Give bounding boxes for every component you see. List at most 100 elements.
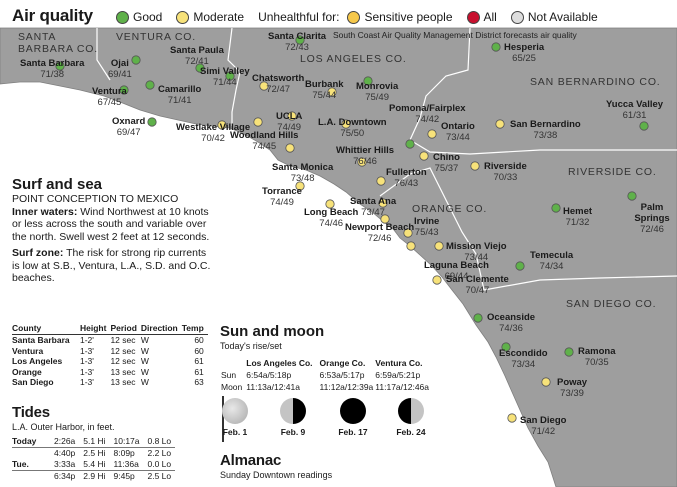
tide-cell: 4:40p: [50, 447, 80, 459]
city-pin-oceanside: [473, 313, 483, 323]
city-pin-ucla: [287, 111, 297, 121]
tide-cell: 11:36a: [113, 459, 139, 469]
city-label-ojai: Ojai 69/41: [108, 58, 132, 80]
aqmd-note: South Coast Air Quality Management Distr…: [333, 30, 577, 40]
tide-cell: 2.9 Hi: [79, 470, 110, 482]
sun-moon-subtitle: Today's rise/set: [220, 341, 282, 351]
city-value: 74/42: [415, 114, 440, 125]
city-pin-santa-clarita: [295, 35, 305, 45]
table-cell: W: [140, 366, 149, 377]
sensitive-swatch-icon: [347, 10, 361, 24]
tide-cell: 3:33a: [54, 459, 76, 469]
city-label-camarillo: Camarillo 71/41: [158, 84, 201, 106]
all-swatch-icon: [466, 10, 480, 24]
city-name: Santa Clarita: [268, 31, 327, 42]
table-cell: 1-3': [80, 366, 94, 377]
city-value: 65/25: [512, 53, 536, 64]
city-pin-ramona: [564, 347, 574, 357]
table-cell: 12 sec: [110, 345, 136, 356]
city-pin-burbank: [327, 87, 337, 97]
city-name: L.A. Downtown: [318, 117, 387, 128]
cond-header: County: [12, 323, 80, 335]
tide-cell: Today: [12, 436, 37, 446]
city-label-pomona-fairplex: Pomona/Fairplex 74/42: [389, 103, 466, 125]
good-swatch-icon: [116, 10, 129, 24]
city-pin-oxnard: [147, 117, 157, 127]
table-cell: Orange: [12, 366, 42, 377]
city-name: Chino: [433, 152, 460, 163]
city-value: 75/50: [340, 128, 365, 139]
sun-ventura: 6:59a/5:21p: [375, 370, 421, 380]
city-value: 74/45: [252, 141, 277, 152]
city-label-ventura: Ventura 67/45: [92, 86, 127, 108]
sun-moon-table: Los Angeles Co. Orange Co. Ventura Co. S…: [220, 357, 430, 393]
moon-ventura: 11:17a/12:46a: [375, 382, 430, 392]
city-label-escondido: Escondido 73/34: [499, 348, 548, 370]
city-label-mission-viejo: Mission Viejo 73/44: [446, 241, 507, 263]
city-label-yucca-valley: Yucca Valley 61/31: [606, 99, 663, 121]
table-cell: Los Angeles: [12, 356, 63, 366]
table-cell: San Diego: [12, 377, 54, 387]
city-label-ramona: Ramona 70/35: [578, 346, 615, 368]
moon-phase-2: Feb. 9: [278, 398, 308, 437]
table-cell: 1-3': [80, 356, 94, 366]
city-name: Woodland Hills: [230, 130, 299, 141]
city-value: 70/47: [465, 285, 490, 296]
land-mass: [0, 27, 677, 487]
city-value: 76/43: [394, 178, 419, 189]
city-label-ucla: UCLA 74/49: [276, 111, 302, 133]
surf-title: Surf and sea: [12, 176, 103, 193]
county-riverside: RIVERSIDE CO.: [568, 166, 657, 178]
table-cell: W: [140, 335, 149, 345]
city-value: 74/46: [319, 218, 344, 229]
table-cell: 12 sec: [110, 356, 136, 366]
city-pin-westlake-village: [217, 120, 227, 130]
city-label-woodland-hills: Woodland Hills 74/45: [230, 130, 298, 152]
table-cell: 60: [194, 345, 204, 356]
city-pin-hesperia: [491, 42, 501, 52]
city-label-san-clemente: San Clemente 70/47: [446, 274, 509, 296]
city-pin-san-bernardino: [495, 119, 505, 129]
table-row: Ventura 1-3' 12 sec W 60: [12, 346, 208, 357]
county-san-diego: SAN DIEGO CO.: [566, 298, 657, 310]
surf-inner-waters: Inner waters: Wind Northwest at 10 knots…: [12, 205, 210, 243]
city-pin-santa-paula: [195, 63, 205, 73]
city-label-san-diego: San Diego 71/42: [520, 415, 566, 437]
city-label-newport-beach: Newport Beach 72/46: [345, 222, 414, 244]
city-name: Santa Paula: [170, 45, 224, 56]
tide-row: 6:34p 2.9 Hi 9:45p 2.5 Lo: [12, 470, 176, 482]
city-label-ontario: Ontario 73/44: [441, 121, 475, 143]
city-pin-camarillo: [145, 80, 155, 90]
sun-moon-title: Sun and moon: [220, 323, 325, 340]
not-available-swatch-icon: [510, 10, 524, 24]
table-cell: 1-3': [80, 377, 94, 387]
moon-phase-1: Feb. 1: [220, 398, 250, 437]
city-pin-long-beach: [325, 199, 335, 209]
col-ventura: Ventura Co.: [375, 358, 423, 368]
city-value: 69/44: [444, 271, 469, 282]
tide-row: Tue. 3:33a 5.4 Hi 11:36a 0.0 Lo: [12, 459, 175, 471]
city-label-burbank: Burbank 75/44: [305, 79, 344, 101]
city-pin-san-diego: [507, 413, 517, 423]
city-value: 73/44: [446, 132, 470, 143]
city-label-westlake-village: Westlake Village 70/42: [176, 122, 250, 144]
cond-header: Direction: [140, 323, 182, 335]
table-cell: Santa Barbara: [12, 335, 70, 345]
legend-moderate: Moderate: [176, 10, 244, 24]
table-cell: 60: [194, 335, 204, 345]
sun-label: Sun: [221, 370, 237, 380]
city-label-oxnard: Oxnard 69/47: [112, 116, 145, 138]
last-quarter-moon-icon: [280, 398, 306, 424]
city-label-simi-valley: Simi Valley 71/44: [200, 66, 250, 88]
tide-cell: [12, 470, 50, 482]
table-cell: 12 sec: [110, 335, 136, 345]
city-value: 73/39: [560, 388, 584, 399]
city-value: 72/43: [285, 42, 309, 53]
table-cell: 1-2': [80, 335, 94, 345]
city-name: Mission Viejo: [446, 241, 507, 252]
city-pin-hemet: [551, 203, 561, 213]
tides-title: Tides: [12, 404, 50, 421]
city-pin-irvine: [403, 228, 413, 238]
tide-row: 4:40p 2.5 Hi 8:09p 2.2 Lo: [12, 447, 176, 459]
city-name: Escondido: [499, 348, 548, 359]
